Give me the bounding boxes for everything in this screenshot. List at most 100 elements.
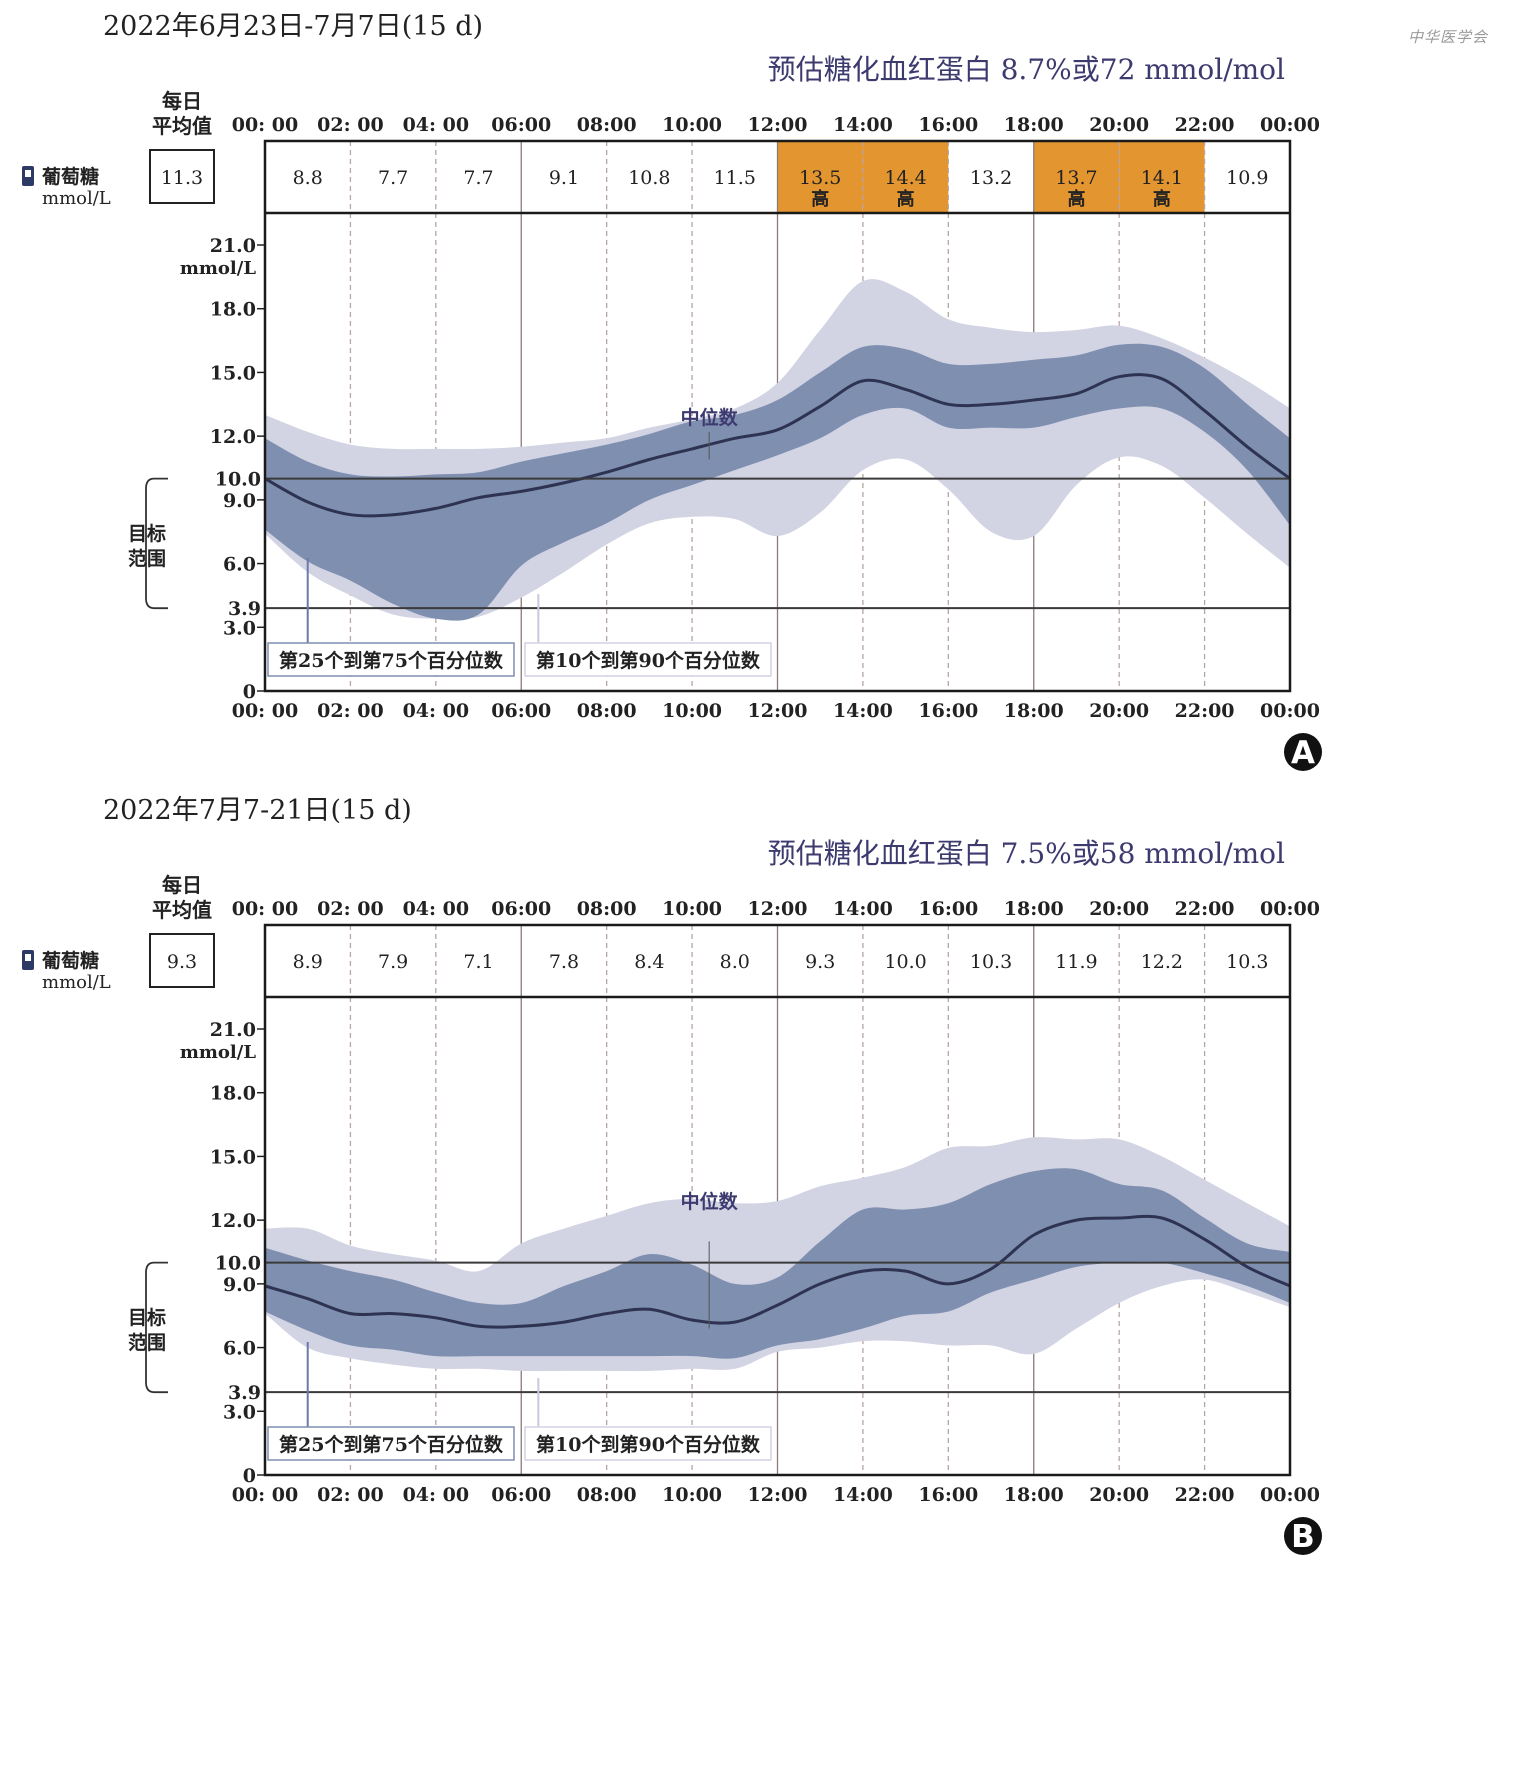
high-period-cell — [1033, 141, 1120, 213]
y-tick-label: 12.0 — [210, 426, 256, 448]
y-tick-label: 15.0 — [210, 362, 256, 384]
period-mean-value: 10.3 — [1226, 951, 1268, 973]
period-mean-value: 11.9 — [1055, 951, 1097, 973]
period-mean-value: 10.9 — [1226, 167, 1268, 189]
chart-frame — [263, 923, 1292, 1477]
legend-iqr-label: 第25个到第75个百分位数 — [279, 1433, 504, 1456]
top-time-tick: 10:00 — [662, 114, 722, 136]
top-time-tick: 02: 00 — [317, 898, 384, 920]
top-time-tick: 16:00 — [918, 898, 978, 920]
bottom-time-tick: 00: 00 — [232, 700, 299, 722]
hba1c-estimate: 预估糖化血红蛋白 8.7%或72 mmol/mol — [768, 53, 1285, 86]
legend-p10-90-label: 第10个到第90个百分位数 — [536, 649, 761, 672]
y-tick-label: 6.0 — [223, 1338, 256, 1360]
y-tick-label: 3.0 — [223, 617, 256, 639]
period-mean-value: 13.7 — [1055, 167, 1097, 189]
top-time-tick: 14:00 — [833, 898, 893, 920]
top-time-tick: 16:00 — [918, 114, 978, 136]
median-label: 中位数 — [681, 406, 739, 429]
bottom-time-tick: 04: 00 — [403, 1484, 470, 1506]
period-label: 2022年6月23日-7月7日(15 d) — [103, 11, 483, 42]
daily-avg-label-1: 每日 — [162, 89, 202, 113]
high-flag: 高 — [811, 188, 829, 210]
panel-B: 2022年7月7-21日(15 d) 预估糖化血红蛋白 7.5%或58 mmol/… — [22, 795, 1322, 1555]
top-time-tick: 02: 00 — [317, 114, 384, 136]
high-period-cell — [1119, 141, 1205, 213]
period-mean-value: 10.8 — [628, 167, 670, 189]
top-time-tick: 08:00 — [577, 898, 637, 920]
period-mean-value: 8.4 — [634, 951, 664, 973]
high-period-cell — [862, 141, 949, 213]
p25-p75-band — [265, 343, 1290, 621]
bottom-time-tick: 12:00 — [748, 1484, 808, 1506]
high-flag: 高 — [1153, 188, 1171, 210]
period-mean-value: 7.1 — [463, 951, 493, 973]
top-time-tick: 00:00 — [1260, 898, 1320, 920]
target-low-label: 3.9 — [228, 1382, 261, 1404]
y-tick-label: 0 — [243, 681, 256, 703]
y-tick-label: 18.0 — [210, 1083, 256, 1105]
top-time-tick: 12:00 — [748, 898, 808, 920]
bottom-time-tick: 00: 00 — [232, 1484, 299, 1506]
bottom-time-tick: 04: 00 — [403, 700, 470, 722]
period-mean-value: 13.5 — [799, 167, 841, 189]
daily-avg-label-2: 平均值 — [152, 114, 212, 138]
target-high-label: 10.0 — [215, 469, 261, 491]
period-mean-value: 11.5 — [714, 167, 756, 189]
period-mean-value: 7.7 — [463, 167, 493, 189]
panel-badge — [1284, 1517, 1322, 1555]
target-high-label: 10.0 — [215, 1253, 261, 1275]
median-line — [264, 373, 1291, 518]
top-time-tick: 20:00 — [1089, 898, 1149, 920]
chart-frame — [263, 139, 1292, 693]
period-mean-value: 13.2 — [970, 167, 1012, 189]
y-tick-label: 3.0 — [223, 1401, 256, 1423]
bottom-time-tick: 18:00 — [1004, 1484, 1064, 1506]
panel-badge — [1284, 733, 1322, 771]
panel-A: 2022年6月23日-7月7日(15 d) 预估糖化血红蛋白 8.7%或72 mm… — [22, 11, 1322, 771]
top-time-tick: 18:00 — [1004, 898, 1064, 920]
bottom-time-tick: 22:00 — [1175, 1484, 1235, 1506]
y-tick-label: 6.0 — [223, 554, 256, 576]
high-flag: 高 — [1067, 188, 1085, 210]
period-mean-value: 8.9 — [293, 951, 323, 973]
target-range-bracket — [145, 477, 168, 610]
daily-average-box — [149, 933, 215, 988]
period-mean-value: 9.3 — [805, 951, 835, 973]
bottom-time-tick: 20:00 — [1089, 700, 1149, 722]
watermark: 中华医学会 — [1408, 28, 1489, 46]
glucose-unit: mmol/L — [42, 972, 111, 993]
bottom-time-tick: 00:00 — [1260, 700, 1320, 722]
top-time-tick: 04: 00 — [403, 898, 470, 920]
bottom-time-tick: 20:00 — [1089, 1484, 1149, 1506]
top-time-tick: 18:00 — [1004, 114, 1064, 136]
period-mean-value: 10.3 — [970, 951, 1012, 973]
bottom-time-tick: 10:00 — [662, 1484, 722, 1506]
bottom-time-tick: 16:00 — [918, 700, 978, 722]
target-label-2: 范围 — [128, 1331, 166, 1354]
top-time-tick: 14:00 — [833, 114, 893, 136]
bottom-time-tick: 14:00 — [833, 700, 893, 722]
daily-average-value: 11.3 — [161, 167, 203, 189]
bottom-time-tick: 06:00 — [491, 1484, 551, 1506]
bottom-time-tick: 16:00 — [918, 1484, 978, 1506]
period-mean-value: 9.1 — [549, 167, 579, 189]
period-mean-value: 7.8 — [549, 951, 579, 973]
target-range-bracket — [145, 1261, 168, 1394]
bottom-time-tick: 10:00 — [662, 700, 722, 722]
glucose-meter-icon — [22, 166, 34, 186]
legend-iqr-box — [267, 1426, 515, 1461]
glucose-unit: mmol/L — [42, 188, 111, 209]
period-mean-value: 10.0 — [884, 951, 926, 973]
high-period-cell — [777, 141, 863, 213]
top-time-tick: 00: 00 — [232, 114, 299, 136]
bottom-time-tick: 18:00 — [1004, 700, 1064, 722]
top-time-tick: 20:00 — [1089, 114, 1149, 136]
period-mean-value: 8.8 — [293, 167, 323, 189]
top-time-tick: 12:00 — [748, 114, 808, 136]
top-time-tick: 22:00 — [1175, 898, 1235, 920]
y-tick-label: 0 — [243, 1465, 256, 1487]
target-low-label: 3.9 — [228, 598, 261, 620]
y-tick-label: 18.0 — [210, 299, 256, 321]
